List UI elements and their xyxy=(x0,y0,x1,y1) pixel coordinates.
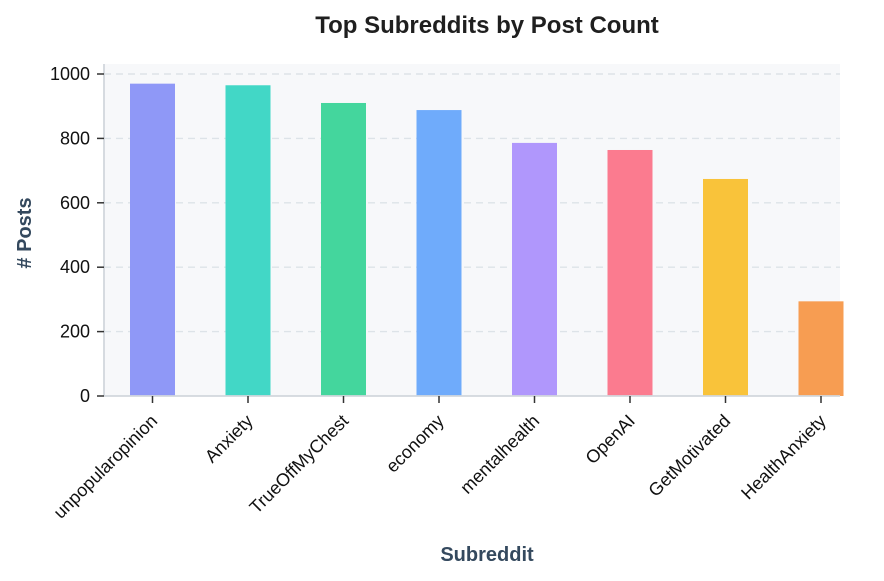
bar xyxy=(321,102,366,396)
x-tick-label: OpenAI xyxy=(582,411,639,468)
bar xyxy=(416,110,462,397)
chart-title: Top Subreddits by Post Count xyxy=(315,12,659,39)
bar xyxy=(130,83,175,396)
x-axis-title: Subreddit xyxy=(440,544,534,566)
x-tick-label: mentalhealth xyxy=(456,411,543,498)
y-tick-label: 600 xyxy=(60,193,90,213)
y-axis-title: # Posts xyxy=(14,197,36,268)
bar xyxy=(225,85,271,397)
bar xyxy=(607,149,653,396)
bar xyxy=(512,142,557,396)
x-tick-label: Anxiety xyxy=(201,411,257,467)
bar xyxy=(798,301,844,396)
y-tick-label: 1000 xyxy=(50,64,90,84)
y-tick-label: 0 xyxy=(80,386,90,406)
x-tick-label: unpopularopinion xyxy=(50,411,162,523)
x-tick-label: economy xyxy=(382,411,448,477)
bar xyxy=(703,178,748,396)
y-tick-label: 800 xyxy=(60,128,90,148)
x-tick-label: HealthAnxiety xyxy=(737,411,830,504)
y-tick-label: 200 xyxy=(60,322,90,342)
bar-layer xyxy=(130,83,844,397)
x-tick-label: TrueOffMyChest xyxy=(246,411,353,518)
y-tick-label: 400 xyxy=(60,257,90,277)
x-tick-label: GetMotivated xyxy=(644,411,734,501)
